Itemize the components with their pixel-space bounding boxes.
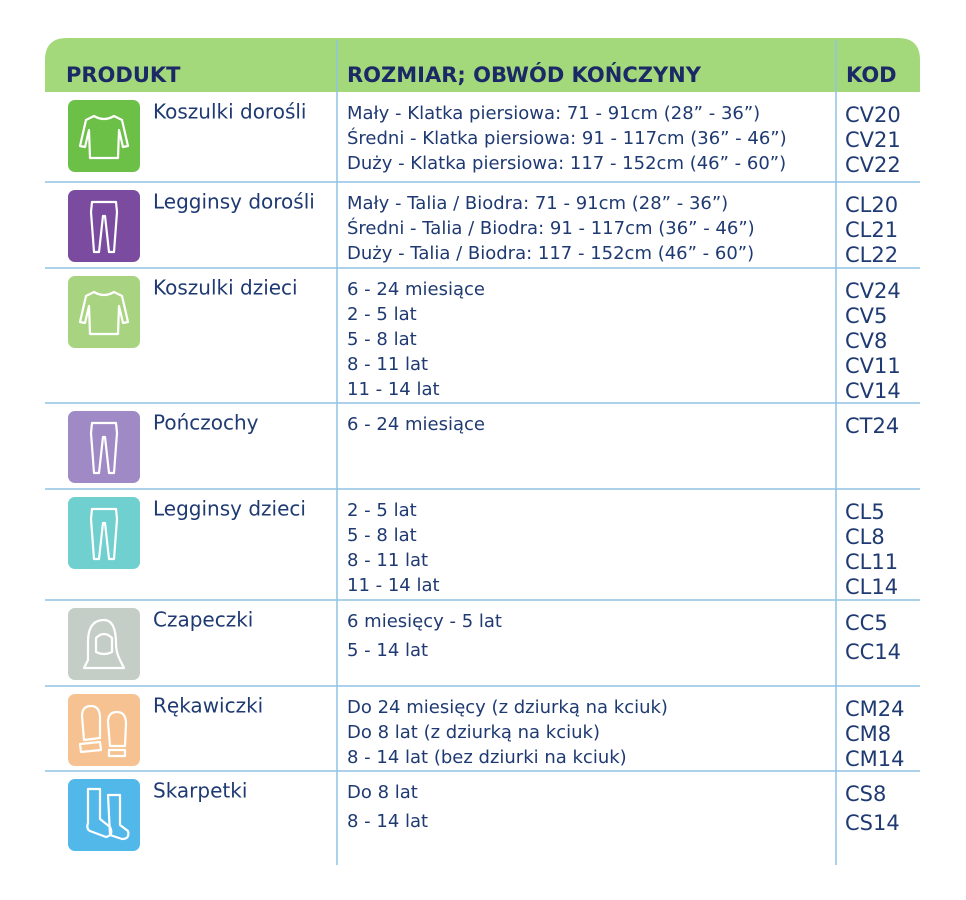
icon-glyph [78,290,130,336]
product-code: CL5 [845,500,885,524]
icon-background [68,411,140,483]
icon-background [68,779,140,851]
product-name: Czapeczki [153,608,253,632]
header-bar [45,38,920,92]
size-line: Mały - Talia / Biodra: 71 - 91cm (28” - … [347,193,728,214]
product-icon [68,497,140,569]
product-code: CM14 [845,747,905,771]
size-line: 11 - 14 lat [347,379,440,400]
icon-glyph [89,507,119,561]
product-code: CL22 [845,243,898,267]
size-line: 6 - 24 miesiące [347,279,485,300]
product-code: CM24 [845,697,905,721]
product-name: Legginsy dorośli [153,190,315,214]
product-code: CS8 [845,782,886,806]
product-code: CV24 [845,279,901,303]
product-code: CL20 [845,193,898,217]
icon-glyph [78,704,128,758]
product-code: CL11 [845,550,898,574]
product-name: Legginsy dzieci [153,497,306,521]
icon-glyph [82,618,126,670]
product-name: Koszulki dzieci [153,276,298,300]
product-icon [68,779,140,851]
icon-background [68,608,140,680]
product-code: CL14 [845,575,898,599]
size-line: 2 - 5 lat [347,500,417,521]
icon-background [68,190,140,262]
size-line: 8 - 14 lat (bez dziurki na kciuk) [347,747,627,768]
product-code: CL21 [845,218,898,242]
size-line: 6 - 24 miesiące [347,414,485,435]
product-code: CC14 [845,640,901,664]
icon-background [68,100,140,172]
size-line: 2 - 5 lat [347,304,417,325]
size-line: 8 - 14 lat [347,811,428,832]
product-code: CV22 [845,153,901,177]
product-name: Rękawiczki [153,694,263,718]
icon-glyph [89,421,119,475]
product-name: Skarpetki [153,779,247,803]
icon-background [68,694,140,766]
icon-background [68,497,140,569]
icon-glyph [78,114,130,160]
size-line: Do 8 lat (z dziurką na kciuk) [347,722,600,743]
size-line: 8 - 11 lat [347,550,428,571]
column-header: ROZMIAR; OBWÓD KOŃCZYNY [347,62,702,87]
size-line: Do 24 miesięcy (z dziurką na kciuk) [347,697,668,718]
product-code: CV14 [845,379,901,403]
product-icon [68,411,140,483]
product-name: Pończochy [153,411,259,435]
size-line: Mały - Klatka piersiowa: 71 - 91cm (28” … [347,103,760,124]
size-line: Średni - Talia / Biodra: 91 - 117cm (36”… [347,217,755,239]
icon-glyph [89,200,119,254]
icon-glyph [86,787,130,841]
size-line: 6 miesięcy - 5 lat [347,611,502,632]
size-line: 5 - 14 lat [347,640,428,661]
product-code: CV21 [845,128,901,152]
size-line: 5 - 8 lat [347,525,417,546]
size-line: Do 8 lat [347,782,418,803]
product-code: CC5 [845,611,888,635]
product-code: CT24 [845,414,899,438]
icon-background [68,276,140,348]
product-icon [68,608,140,680]
size-line: Średni - Klatka piersiowa: 91 - 117cm (3… [347,127,787,149]
product-icon [68,694,140,766]
product-code: CV8 [845,329,887,353]
product-code: CV20 [845,103,901,127]
product-icon [68,276,140,348]
size-line: Duży - Klatka piersiowa: 117 - 152cm (46… [347,153,786,174]
product-code: CV5 [845,304,887,328]
column-header: KOD [846,63,897,87]
product-name: Koszulki dorośli [153,100,307,124]
size-line: 11 - 14 lat [347,575,440,596]
product-code: CV11 [845,354,901,378]
product-icon [68,100,140,172]
column-header: PRODUKT [66,63,181,87]
product-code: CS14 [845,811,900,835]
product-code: CL8 [845,525,885,549]
size-line: Duży - Talia / Biodra: 117 - 152cm (46” … [347,243,754,264]
product-icon [68,190,140,262]
size-line: 8 - 11 lat [347,354,428,375]
product-code: CM8 [845,722,891,746]
size-line: 5 - 8 lat [347,329,417,350]
